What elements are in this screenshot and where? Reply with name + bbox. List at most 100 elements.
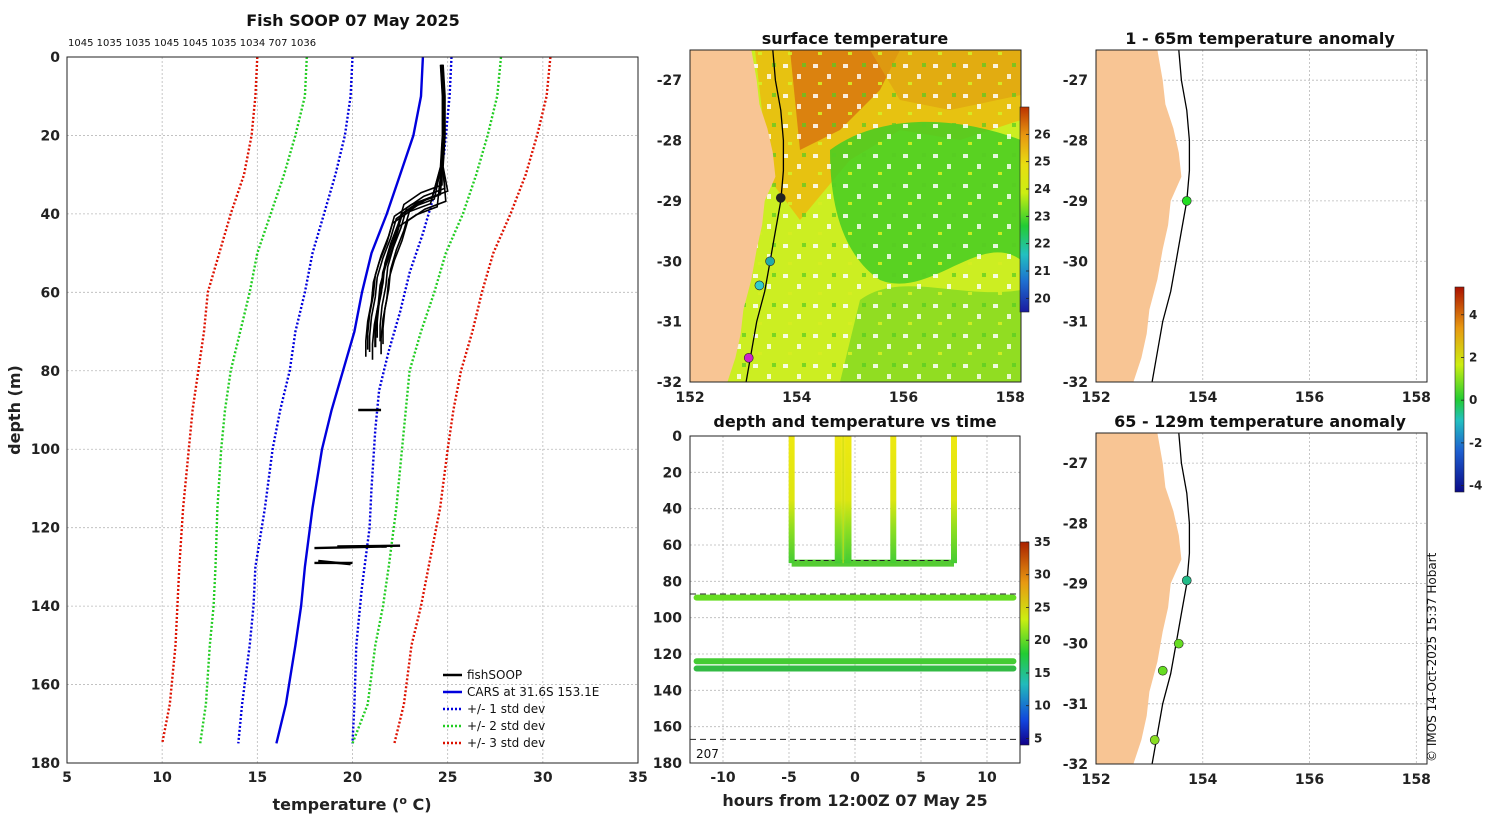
imos-watermark: © IMOS 14-Oct-2025 15:37 Hobart bbox=[1425, 552, 1439, 762]
series--2-std-dev bbox=[199, 56, 308, 744]
colorbar-tick-label: 25 bbox=[1034, 600, 1051, 614]
dt-ytick-label: 20 bbox=[663, 465, 683, 481]
profile-xtick-label: 30 bbox=[533, 770, 553, 786]
fishsoop-tow-trace bbox=[318, 559, 351, 566]
anom-shallow-frame bbox=[1095, 49, 1428, 383]
colorbar-tick-label: 15 bbox=[1034, 666, 1051, 680]
legend-label-3std: +/- 3 std dev bbox=[467, 736, 545, 750]
colorbar-tick-label: 35 bbox=[1034, 535, 1051, 549]
map-xtick-label: 152 bbox=[675, 390, 704, 406]
anom-shallow-land bbox=[1096, 50, 1182, 382]
anom-deep-title: 65 - 129m temperature anomaly bbox=[1114, 412, 1406, 431]
profile-ytick-label: 20 bbox=[41, 128, 61, 144]
map-ytick-label: -29 bbox=[1063, 194, 1088, 210]
anom-shallow-panel: 1 - 65m temperature anomaly 152 154 156 158… bbox=[1063, 29, 1431, 406]
station-marker bbox=[754, 280, 765, 291]
map-ytick-label: -30 bbox=[1063, 637, 1089, 653]
anom-shallow-shelf bbox=[1151, 50, 1191, 382]
map-ytick-label: -28 bbox=[657, 134, 682, 150]
map-ytick-label: -31 bbox=[657, 315, 682, 331]
station-marker bbox=[1149, 735, 1160, 745]
dt-cast-profile bbox=[951, 436, 957, 564]
map-xtick-label: 154 bbox=[782, 390, 811, 406]
dt-xtick-label: 0 bbox=[850, 770, 860, 786]
map-xtick-label: 158 bbox=[1402, 390, 1431, 406]
dt-ytick-label: 120 bbox=[653, 647, 682, 663]
profile-series bbox=[161, 56, 552, 744]
map-xtick-label: 156 bbox=[1295, 772, 1324, 788]
sst-map-panel: surface temperature 152 154 156 158 -27-28-… bbox=[657, 29, 1051, 406]
profile-xtick-label: 20 bbox=[343, 770, 363, 786]
colorbar-tick-label: 2 bbox=[1469, 350, 1477, 364]
dt-xtick-label: -10 bbox=[710, 770, 736, 786]
map-ytick-label: -28 bbox=[1063, 134, 1088, 150]
dt-ytick-label: 100 bbox=[653, 611, 682, 627]
colorbar-tick-label: 25 bbox=[1034, 155, 1051, 169]
fishsoop-extra-traces bbox=[314, 64, 449, 566]
map-xtick-label: 154 bbox=[1188, 772, 1217, 788]
sst-colorbar bbox=[1019, 106, 1030, 313]
depth-time-xlabel: hours from 12:00Z 07 May 25 bbox=[722, 791, 987, 810]
depth-time-title: depth and temperature vs time bbox=[713, 412, 996, 431]
dt-xtick-label: -5 bbox=[781, 770, 797, 786]
legend-label-fishsoop: fishSOOP bbox=[467, 668, 522, 682]
sst-y-ticks: -27 -28 -29 -30 -31 -32 bbox=[657, 73, 683, 391]
profile-x-ticks: 5 10 15 20 25 30 35 bbox=[62, 770, 648, 786]
map-xtick-label: 152 bbox=[1081, 390, 1110, 406]
legend-label-2std: +/- 2 std dev bbox=[467, 719, 545, 733]
sst-title: surface temperature bbox=[762, 29, 949, 48]
anom-deep-land bbox=[1096, 433, 1182, 764]
map-ytick-label: -31 bbox=[1063, 315, 1088, 331]
dt-ytick-label: 160 bbox=[653, 720, 682, 736]
anom-deep-x-ticks: 152 154 156 158 bbox=[1081, 772, 1431, 788]
anom-deep-stations bbox=[1149, 575, 1192, 745]
series--3-std-dev bbox=[393, 56, 552, 744]
depth-time-annotation: 207 bbox=[696, 747, 719, 761]
map-xtick-label: 156 bbox=[889, 390, 918, 406]
colorbar-tick-label: 30 bbox=[1034, 568, 1051, 582]
dt-cast-profile bbox=[890, 436, 897, 564]
series-cars-at-31-6s-153-1e bbox=[275, 56, 425, 744]
station-marker bbox=[1157, 665, 1168, 676]
fishsoop-cast bbox=[380, 64, 447, 355]
depth-time-colorbar-ticks: 5 10 15 20 25 30 35 bbox=[1026, 535, 1051, 745]
sst-stations bbox=[743, 193, 786, 363]
profile-subtitle: 1045 1035 1035 1045 1045 1035 1034 707 1… bbox=[68, 38, 316, 49]
dt-cast-profile bbox=[788, 436, 795, 564]
colorbar-tick-label: -2 bbox=[1469, 436, 1482, 450]
profile-ytick-label: 0 bbox=[50, 50, 60, 66]
anom-shallow-x-ticks: 152 154 156 158 bbox=[1081, 390, 1431, 406]
dt-ytick-label: 140 bbox=[653, 683, 682, 699]
profile-xtick-label: 15 bbox=[248, 770, 267, 786]
anom-shallow-title: 1 - 65m temperature anomaly bbox=[1125, 29, 1395, 48]
sst-land bbox=[690, 50, 776, 382]
fishsoop-tow-trace bbox=[314, 545, 387, 550]
depth-time-colorbar bbox=[1019, 541, 1030, 746]
series--2-std-dev bbox=[351, 56, 503, 744]
station-marker bbox=[765, 256, 775, 267]
series--1-std-dev bbox=[237, 56, 354, 744]
colorbar-tick-label: 21 bbox=[1034, 264, 1051, 278]
colorbar-tick-label: 22 bbox=[1034, 237, 1051, 251]
profile-xtick-label: 5 bbox=[62, 770, 72, 786]
dt-ytick-label: 180 bbox=[653, 756, 682, 772]
sst-shelf-contour bbox=[745, 50, 785, 382]
legend-label-1std: +/- 1 std dev bbox=[467, 702, 545, 716]
sst-colorbar-ticks: 20 21 22 23 24 25 26 bbox=[1026, 127, 1051, 305]
anomaly-colorbar bbox=[1454, 286, 1465, 493]
station-marker bbox=[775, 193, 786, 203]
anom-shallow-gridlines bbox=[1096, 50, 1427, 382]
station-marker bbox=[1181, 196, 1192, 206]
profile-gridlines bbox=[67, 57, 638, 763]
map-xtick-label: 154 bbox=[1188, 390, 1217, 406]
anom-deep-panel: 65 - 129m temperature anomaly 152 154 156 1… bbox=[1063, 412, 1431, 788]
colorbar-tick-label: 4 bbox=[1469, 308, 1477, 322]
profile-xtick-label: 25 bbox=[438, 770, 457, 786]
profile-ytick-label: 80 bbox=[41, 364, 61, 380]
profile-xtick-label: 10 bbox=[152, 770, 172, 786]
anom-deep-y-ticks: -27 -28 -29 -30 -31 -32 bbox=[1063, 456, 1089, 773]
dt-ytick-label: 40 bbox=[663, 502, 683, 518]
sst-x-ticks: 152 154 156 158 bbox=[675, 390, 1025, 406]
profile-title: Fish SOOP 07 May 2025 bbox=[246, 11, 460, 30]
depth-time-gridlines bbox=[690, 436, 1020, 763]
